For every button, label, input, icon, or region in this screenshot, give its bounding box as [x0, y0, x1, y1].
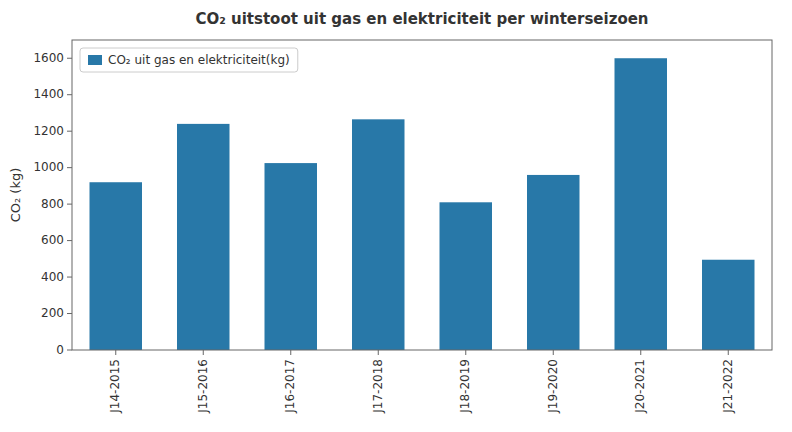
legend-box [80, 48, 298, 72]
bar [177, 124, 230, 350]
x-tick-label: J21-2022 [721, 359, 735, 414]
y-tick-label: 600 [41, 233, 64, 247]
y-tick [67, 58, 72, 59]
legend-label: CO₂ uit gas en elektriciteit(kg) [108, 53, 290, 67]
chart-title: CO₂ uitstoot uit gas en elektriciteit pe… [195, 10, 648, 28]
y-tick [67, 313, 72, 314]
bar [702, 260, 755, 350]
y-tick [67, 131, 72, 132]
y-axis: 0 200 400 600 800 1000 1200 1400 1600 [33, 51, 72, 357]
bar [265, 163, 318, 350]
x-tick [640, 350, 641, 355]
x-tick-label: J18-2019 [458, 359, 472, 414]
chart-container: 0 200 400 600 800 1000 1200 1400 1600 J14-2015 J15… [0, 0, 792, 432]
y-tick-label: 200 [41, 306, 64, 320]
y-tick [67, 277, 72, 278]
y-tick-label: 1200 [33, 124, 64, 138]
y-tick [67, 167, 72, 168]
bars [90, 58, 755, 350]
x-tick-label: J15-2016 [196, 359, 210, 414]
legend: CO₂ uit gas en elektriciteit(kg) [80, 48, 298, 72]
bar [527, 175, 580, 350]
plot-frame [72, 40, 772, 350]
x-tick-label: J20-2021 [633, 359, 647, 414]
y-tick [67, 240, 72, 241]
x-tick-label: J14-2015 [108, 359, 122, 414]
chart-svg: 0 200 400 600 800 1000 1200 1400 1600 J14-2015 J15… [0, 0, 792, 432]
bar [615, 58, 668, 350]
y-tick-label: 400 [41, 270, 64, 284]
x-axis: J14-2015 J15-2016 J16-2017 J17-2018 J18-2019… [108, 350, 735, 414]
y-tick-label: 0 [56, 343, 64, 357]
x-tick [203, 350, 204, 355]
y-tick [67, 204, 72, 205]
y-tick-label: 1600 [33, 51, 64, 65]
y-tick-label: 1400 [33, 87, 64, 101]
x-tick-label: J17-2018 [371, 359, 385, 414]
x-tick [465, 350, 466, 355]
y-tick [67, 350, 72, 351]
x-tick [378, 350, 379, 355]
bar [352, 119, 405, 350]
x-tick-label: J16-2017 [283, 359, 297, 414]
bar [440, 202, 493, 350]
y-tick-label: 1000 [33, 160, 64, 174]
x-tick [115, 350, 116, 355]
y-tick [67, 94, 72, 95]
legend-swatch [88, 55, 102, 65]
x-tick [290, 350, 291, 355]
bar [90, 182, 143, 350]
y-tick-label: 800 [41, 197, 64, 211]
x-tick [728, 350, 729, 355]
y-axis-label: CO₂ (kg) [8, 168, 23, 223]
x-tick-label: J19-2020 [546, 359, 560, 414]
x-tick [553, 350, 554, 355]
